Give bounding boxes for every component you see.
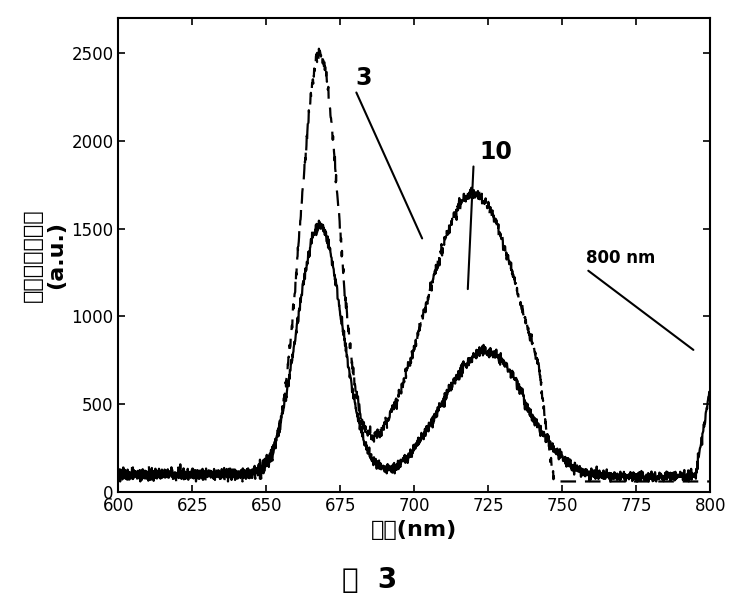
Text: 3: 3 (355, 66, 371, 90)
Text: 800 nm: 800 nm (586, 249, 656, 267)
Text: 10: 10 (480, 140, 512, 164)
X-axis label: 波长(nm): 波长(nm) (371, 520, 457, 541)
Y-axis label: 双光子荧光强度
(a.u.): 双光子荧光强度 (a.u.) (23, 208, 66, 302)
Text: 图  3: 图 3 (343, 566, 397, 594)
